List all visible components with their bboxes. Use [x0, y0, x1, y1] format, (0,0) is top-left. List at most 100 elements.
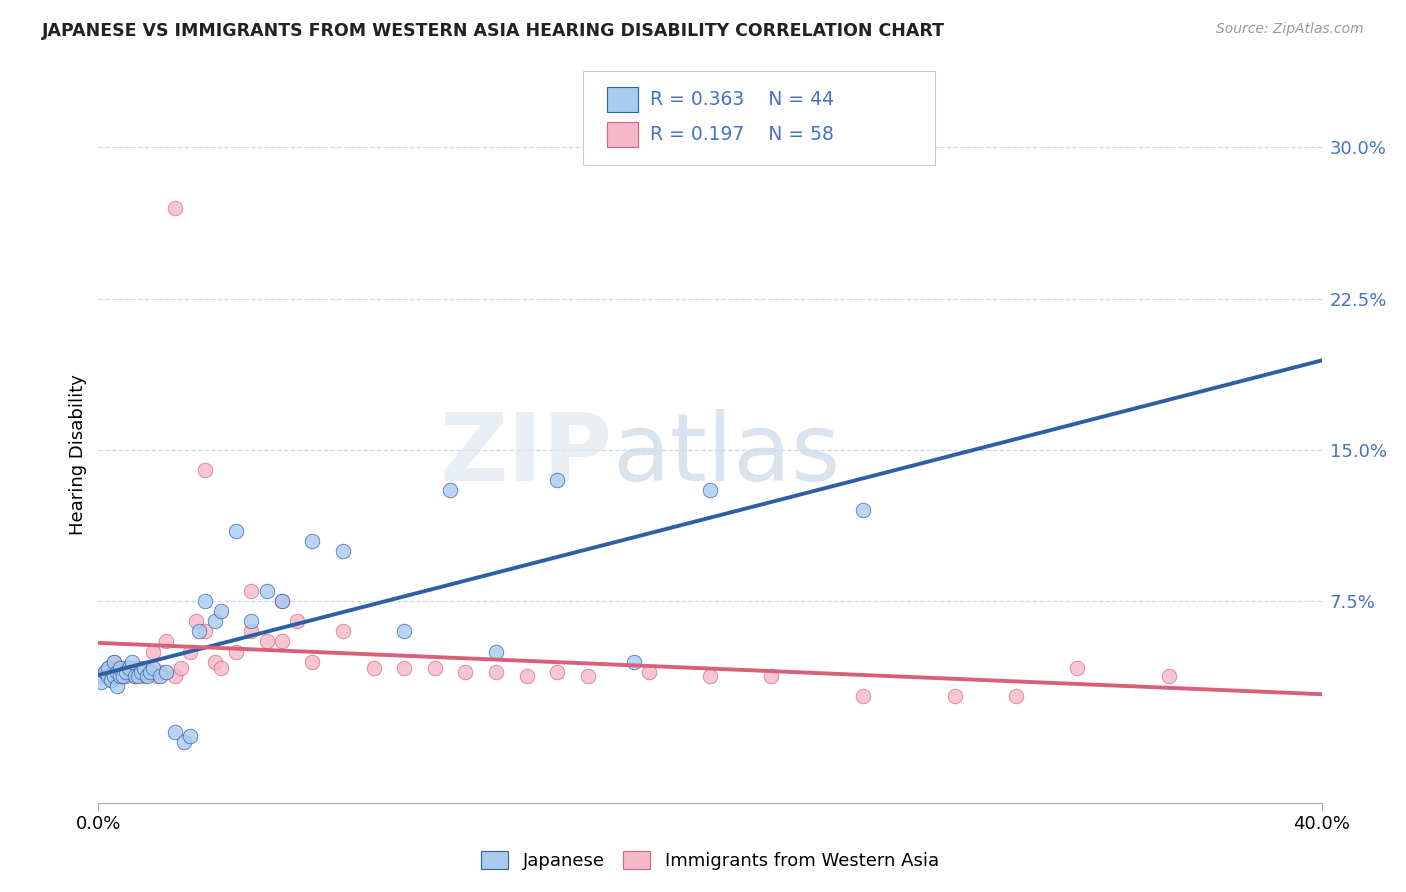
Point: [105, 661, 128, 675]
Point: [188, 624, 211, 639]
Point: [155, 634, 177, 648]
Point: [759, 669, 782, 683]
Point: [105, 679, 128, 693]
Point: [173, 735, 195, 749]
Point: [209, 604, 232, 618]
Point: [149, 665, 172, 679]
Point: [204, 615, 226, 629]
Point: [163, 725, 186, 739]
Point: [209, 661, 232, 675]
Point: [194, 594, 217, 608]
Point: [103, 655, 125, 669]
Point: [136, 669, 159, 683]
Point: [623, 655, 645, 669]
Point: [194, 624, 217, 639]
Point: [142, 644, 165, 658]
Point: [1066, 661, 1088, 675]
Point: [127, 661, 149, 675]
Point: [240, 624, 263, 639]
Point: [454, 665, 477, 679]
Point: [139, 665, 162, 679]
Point: [179, 729, 201, 743]
Text: R = 0.363    N = 44: R = 0.363 N = 44: [650, 89, 834, 109]
Point: [97, 661, 120, 675]
Point: [108, 665, 131, 679]
Point: [392, 661, 416, 675]
Point: [108, 661, 131, 675]
Point: [163, 669, 186, 683]
Point: [170, 661, 193, 675]
Point: [179, 644, 201, 658]
Point: [100, 673, 122, 687]
Point: [285, 615, 308, 629]
Point: [124, 669, 146, 683]
Point: [270, 634, 292, 648]
Point: [136, 661, 159, 675]
Point: [943, 689, 966, 703]
Point: [270, 594, 292, 608]
Point: [852, 503, 875, 517]
Point: [423, 661, 446, 675]
Point: [108, 669, 131, 683]
Point: [576, 669, 599, 683]
Point: [124, 669, 146, 683]
Point: [1157, 669, 1180, 683]
Text: JAPANESE VS IMMIGRANTS FROM WESTERN ASIA HEARING DISABILITY CORRELATION CHART: JAPANESE VS IMMIGRANTS FROM WESTERN ASIA…: [42, 22, 945, 40]
Point: [256, 584, 278, 599]
Point: [134, 669, 156, 683]
Point: [332, 543, 354, 558]
Legend: Japanese, Immigrants from Western Asia: Japanese, Immigrants from Western Asia: [474, 844, 946, 877]
Point: [637, 665, 661, 679]
Point: [852, 689, 875, 703]
Point: [194, 463, 217, 477]
Text: atlas: atlas: [612, 409, 841, 501]
Point: [516, 669, 538, 683]
Point: [118, 661, 141, 675]
Point: [115, 669, 138, 683]
Point: [111, 669, 134, 683]
Point: [256, 634, 278, 648]
Point: [204, 655, 226, 669]
Point: [485, 665, 508, 679]
Point: [699, 669, 721, 683]
Point: [103, 669, 125, 683]
Point: [149, 669, 172, 683]
Point: [97, 661, 120, 675]
Point: [546, 473, 568, 487]
Point: [134, 661, 156, 675]
Text: ZIP: ZIP: [439, 409, 612, 501]
Point: [93, 665, 115, 679]
Point: [225, 644, 247, 658]
Point: [115, 665, 138, 679]
Point: [301, 533, 323, 548]
Point: [111, 669, 134, 683]
Point: [129, 665, 152, 679]
Point: [392, 624, 416, 639]
Point: [97, 669, 120, 683]
Point: [332, 624, 354, 639]
Point: [129, 665, 152, 679]
Point: [270, 594, 292, 608]
Point: [186, 615, 208, 629]
Point: [105, 665, 128, 679]
Point: [139, 665, 162, 679]
Point: [103, 655, 125, 669]
Text: R = 0.197    N = 58: R = 0.197 N = 58: [650, 125, 834, 145]
Point: [142, 661, 165, 675]
Point: [155, 665, 177, 679]
Point: [111, 661, 134, 675]
Point: [121, 665, 143, 679]
Point: [121, 655, 143, 669]
Point: [439, 483, 461, 498]
Point: [225, 524, 247, 538]
Point: [240, 615, 263, 629]
Point: [118, 661, 141, 675]
Point: [699, 483, 721, 498]
Point: [163, 201, 186, 215]
Point: [1004, 689, 1026, 703]
Point: [301, 655, 323, 669]
Point: [103, 665, 125, 679]
Y-axis label: Hearing Disability: Hearing Disability: [69, 375, 87, 535]
Point: [145, 669, 167, 683]
Text: Source: ZipAtlas.com: Source: ZipAtlas.com: [1216, 22, 1364, 37]
